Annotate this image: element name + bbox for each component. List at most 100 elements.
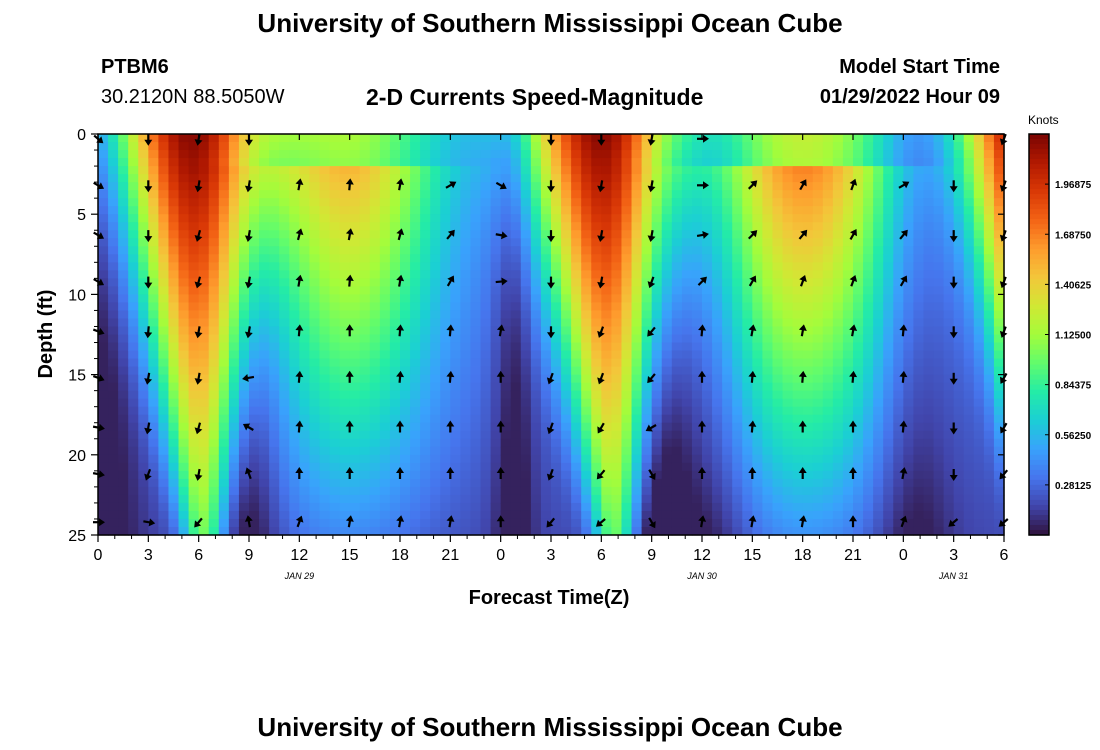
- heatmap-cell: [933, 222, 945, 231]
- heatmap-cell: [349, 382, 361, 392]
- heatmap-cell: [480, 262, 492, 271]
- heatmap-cell: [108, 286, 119, 295]
- heatmap-cell: [591, 422, 602, 432]
- heatmap-cell: [913, 454, 925, 464]
- heatmap-cell: [873, 302, 884, 312]
- heatmap-cell: [128, 406, 139, 416]
- heatmap-cell: [208, 134, 220, 143]
- heatmap-cell: [611, 254, 623, 263]
- heatmap-cell: [792, 166, 804, 175]
- heatmap-cell: [259, 142, 270, 151]
- x-axis-label: Forecast Time(Z): [469, 587, 630, 609]
- heatmap-cell: [581, 174, 592, 183]
- heatmap-cell: [249, 382, 260, 392]
- heatmap-cell: [389, 526, 401, 536]
- heatmap-cell: [893, 366, 904, 376]
- heatmap-cell: [631, 454, 643, 464]
- heatmap-cell: [641, 414, 653, 424]
- heatmap-cell: [470, 398, 482, 408]
- heatmap-cell: [963, 342, 975, 352]
- heatmap-cell: [299, 246, 310, 255]
- heatmap-cell: [118, 190, 129, 199]
- heatmap-cell: [883, 326, 894, 336]
- heatmap-cell: [832, 422, 844, 432]
- heatmap-cell: [973, 454, 985, 464]
- heatmap-cell: [500, 502, 512, 512]
- model-start-label: Model Start Time: [839, 56, 1000, 78]
- heatmap-cell: [671, 462, 683, 472]
- heatmap-cell: [289, 238, 300, 247]
- heatmap-cell: [661, 318, 673, 328]
- heatmap-cell: [369, 414, 381, 424]
- heatmap-cell: [138, 182, 149, 191]
- heatmap-cell: [208, 406, 220, 416]
- heatmap-cell: [621, 158, 633, 167]
- heatmap-cell: [269, 494, 280, 504]
- heatmap-cell: [963, 518, 975, 528]
- heatmap-cell: [722, 430, 733, 440]
- heatmap-cell: [591, 398, 602, 408]
- heatmap-cell: [319, 502, 331, 512]
- heatmap-cell: [641, 374, 653, 384]
- heatmap-cell: [269, 334, 280, 344]
- heatmap-cell: [279, 334, 290, 344]
- current-arrow: [144, 276, 153, 289]
- heatmap-cell: [551, 398, 562, 408]
- heatmap-cell: [178, 486, 190, 496]
- heatmap-cell: [923, 382, 935, 392]
- current-arrow: [92, 374, 105, 382]
- heatmap-cell: [651, 254, 663, 263]
- heatmap-cell: [611, 366, 623, 376]
- heatmap-cell: [671, 366, 683, 376]
- heatmap-cell: [752, 374, 763, 384]
- heatmap-cell: [802, 510, 814, 520]
- heatmap-cell: [681, 374, 693, 384]
- heatmap-cell: [460, 366, 472, 376]
- heatmap-cell: [681, 302, 693, 312]
- heatmap-cell: [953, 526, 965, 536]
- heatmap-cell: [933, 190, 945, 199]
- heatmap-cell: [782, 502, 794, 512]
- current-arrow: [244, 229, 253, 242]
- heatmap-cell: [440, 318, 451, 328]
- heatmap-cell: [631, 286, 643, 295]
- heatmap-cell: [611, 486, 623, 496]
- heatmap-cell: [520, 334, 532, 344]
- heatmap-cell: [238, 294, 250, 304]
- heatmap-cell: [963, 222, 975, 231]
- heatmap-cell: [530, 478, 542, 488]
- current-arrow: [898, 181, 910, 189]
- heatmap-cell: [369, 198, 381, 207]
- heatmap-cell: [108, 310, 119, 320]
- heatmap-cell: [712, 454, 723, 464]
- heatmap-cell: [601, 414, 612, 424]
- heatmap-cell: [309, 470, 321, 480]
- heatmap-cell: [299, 278, 310, 287]
- heatmap-cell: [631, 446, 643, 456]
- current-arrow: [345, 370, 354, 383]
- heatmap-cell: [953, 262, 965, 271]
- heatmap-cell: [208, 342, 220, 352]
- heatmap-cell: [802, 478, 814, 488]
- heatmap-cell: [188, 494, 200, 504]
- heatmap-cell: [601, 502, 612, 512]
- heatmap-cell: [812, 430, 824, 440]
- heatmap-cell: [520, 486, 532, 496]
- current-arrow: [496, 324, 505, 337]
- heatmap-cell: [973, 422, 985, 432]
- heatmap-cell: [530, 158, 542, 167]
- heatmap-cell: [883, 390, 894, 400]
- heatmap-cell: [540, 270, 552, 279]
- x-tick-label: 18: [794, 547, 812, 564]
- heatmap-cell: [118, 150, 129, 159]
- heatmap-cell: [953, 382, 965, 392]
- heatmap-cell: [601, 518, 612, 528]
- heatmap-cell: [279, 350, 290, 360]
- heatmap-cell: [762, 366, 774, 376]
- heatmap-cell: [259, 334, 270, 344]
- heatmap-cell: [752, 486, 763, 496]
- heatmap-cell: [611, 462, 623, 472]
- heatmap-cell: [359, 198, 371, 207]
- heatmap-cell: [349, 486, 361, 496]
- heatmap-cell: [339, 366, 351, 376]
